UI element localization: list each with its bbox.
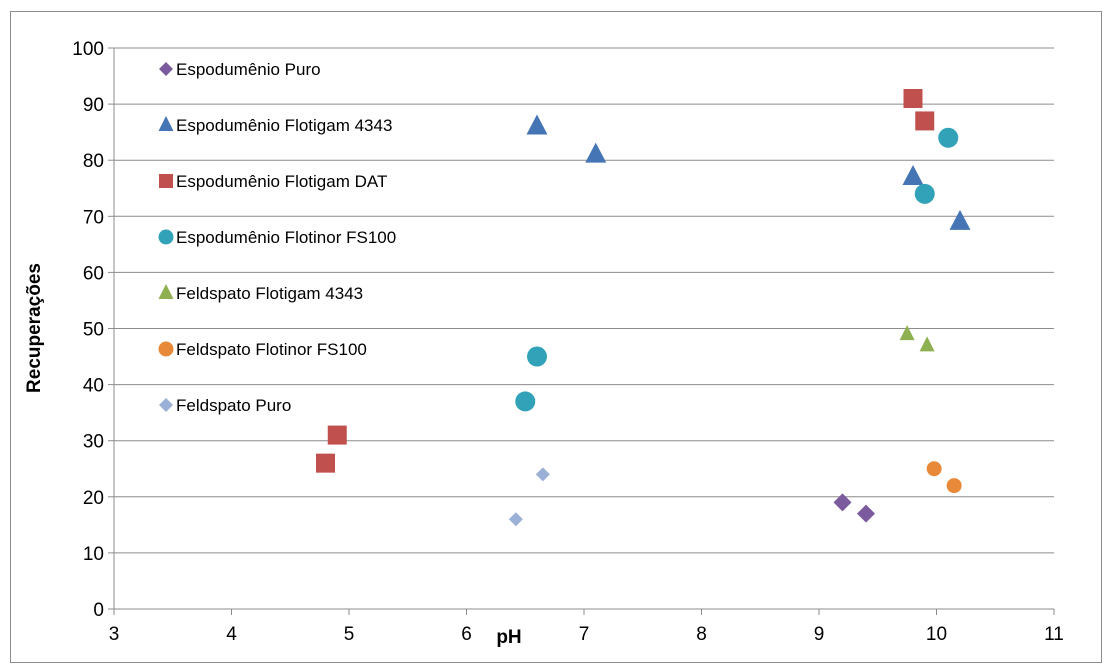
data-point — [327, 425, 347, 445]
data-point — [515, 391, 536, 412]
y-tick-label: 20 — [83, 488, 104, 509]
y-tick-label: 100 — [72, 39, 104, 60]
legend-label: Espodumênio Puro — [176, 60, 321, 79]
x-tick-label: 9 — [814, 624, 825, 645]
data-point — [508, 512, 523, 527]
axes — [108, 47, 1055, 615]
data-point — [316, 453, 335, 473]
tick-labels: 0 10 20 30 40 50 60 70 80 90 100 3 4 5 6 7 8 9 10 11 — [72, 39, 1064, 645]
data-point — [915, 111, 935, 131]
y-tick-label: 10 — [83, 544, 104, 565]
data-point — [903, 88, 923, 108]
y-tick-label: 90 — [83, 95, 104, 116]
data-point — [535, 467, 550, 482]
gridlines — [114, 47, 1054, 554]
data-point — [926, 461, 942, 477]
x-tick-label: 7 — [579, 624, 590, 645]
data-point — [857, 504, 875, 523]
data-point — [585, 142, 607, 163]
x-tick-label: 10 — [926, 624, 947, 645]
legend-label: Feldspato Puro — [176, 396, 291, 415]
data-point — [527, 346, 547, 367]
legend-marker — [158, 284, 174, 299]
legend-marker — [158, 116, 174, 131]
legend-marker — [158, 341, 174, 357]
x-tick-label: 4 — [226, 624, 237, 645]
data-point — [899, 325, 915, 341]
legend-label: Espodumênio Flotinor FS100 — [176, 228, 396, 247]
legend-marker — [158, 229, 174, 245]
y-tick-label: 50 — [83, 320, 104, 341]
data-point — [946, 478, 962, 494]
y-tick-label: 30 — [83, 432, 104, 453]
x-tick-label: 3 — [109, 624, 120, 645]
data-point — [919, 336, 935, 352]
data-point — [938, 127, 959, 148]
y-tick-label: 0 — [93, 600, 104, 621]
data-point — [914, 183, 935, 204]
data-point — [902, 165, 924, 186]
legend-label: Espodumênio Flotigam DAT — [176, 172, 387, 191]
y-tick-label: 60 — [83, 263, 104, 284]
y-tick-label: 80 — [83, 151, 104, 172]
legend-label: Feldspato Flotigam 4343 — [176, 284, 363, 303]
x-axis-title: pH — [496, 627, 521, 648]
x-tick-label: 8 — [696, 624, 707, 645]
legend-label: Espodumênio Flotigam 4343 — [176, 116, 392, 135]
data-point — [949, 209, 971, 230]
y-tick-label: 40 — [83, 376, 104, 397]
data-points — [316, 88, 971, 527]
legend: Espodumênio Puro Espodumênio Flotigam 434… — [158, 60, 396, 415]
y-axis-title: Recuperações — [24, 263, 45, 393]
legend-label: Feldspato Flotinor FS100 — [176, 340, 367, 359]
data-point — [833, 493, 852, 512]
x-tick-label: 6 — [461, 624, 472, 645]
legend-marker — [159, 398, 173, 412]
legend-marker — [159, 62, 173, 76]
data-point — [526, 114, 548, 135]
x-tick-label: 11 — [1044, 624, 1064, 645]
x-tick-label: 5 — [344, 624, 355, 645]
y-tick-label: 70 — [83, 207, 104, 228]
legend-marker — [159, 174, 173, 188]
